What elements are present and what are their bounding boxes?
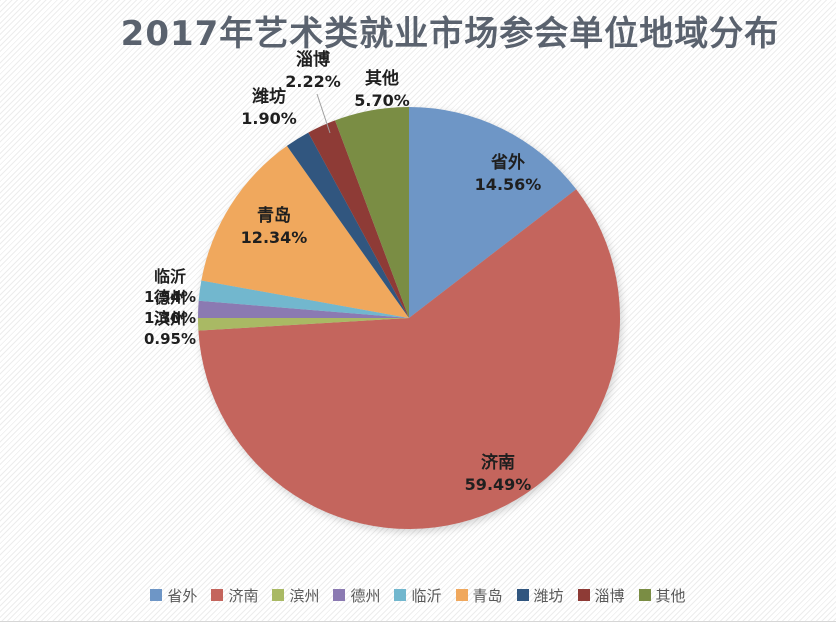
legend-label: 潍坊 xyxy=(533,586,564,605)
legend-item-8: 其他 xyxy=(638,585,686,606)
slice-name: 临沂 xyxy=(153,267,186,286)
slice-percent: 1.30% xyxy=(143,309,197,327)
legend-item-7: 淄博 xyxy=(577,585,625,606)
pie-slices xyxy=(198,107,621,530)
slice-name: 省外 xyxy=(491,153,525,173)
slice-label-zibo: 淄博 2.22% xyxy=(263,50,363,92)
legend-item-6: 潍坊 xyxy=(516,585,564,606)
legend-label: 临沂 xyxy=(411,586,442,605)
slice-name: 潍坊 xyxy=(252,87,286,107)
legend-label: 其他 xyxy=(655,586,686,605)
legend: 省外 济南 滨州 德州 临沂 青岛 潍坊 淄博 其他 xyxy=(0,582,836,608)
legend-label: 济南 xyxy=(228,586,259,605)
slice-percent: 0.95% xyxy=(143,330,197,348)
slice-label-weifang: 潍坊 1.90% xyxy=(219,87,319,129)
slice-percent: 2.22% xyxy=(285,72,341,91)
slice-label-binzhou: 滨州 0.95% xyxy=(140,309,200,349)
legend-item-2: 滨州 xyxy=(272,585,319,606)
slice-name: 德州 xyxy=(153,288,186,307)
legend-label: 滨州 xyxy=(289,586,320,605)
pie-slice-4 xyxy=(198,280,409,318)
slice-name: 淄博 xyxy=(296,50,330,70)
legend-swatch-icon xyxy=(455,589,468,601)
slice-label-shengwai: 省外 14.56% xyxy=(458,153,558,195)
legend-swatch-icon xyxy=(577,589,590,601)
legend-label: 德州 xyxy=(350,586,381,605)
leader-line-zibo xyxy=(316,93,331,134)
legend-swatch-icon xyxy=(516,589,529,601)
pie-slice-3 xyxy=(198,300,409,318)
pie-slice-6 xyxy=(286,132,409,318)
legend-swatch-icon xyxy=(150,589,163,601)
legend-label: 青岛 xyxy=(472,586,503,605)
slice-label-linyi: 临沂 1.54% xyxy=(141,267,199,307)
bottom-divider xyxy=(0,621,836,631)
slice-name: 青岛 xyxy=(257,206,291,226)
slice-label-qita: 其他 5.70% xyxy=(332,69,432,111)
pie-slice-1 xyxy=(198,189,621,530)
slice-name: 其他 xyxy=(365,69,399,89)
legend-item-4: 临沂 xyxy=(394,585,442,606)
slice-percent: 12.34% xyxy=(240,228,308,247)
slice-percent: 59.49% xyxy=(464,475,532,494)
slice-percent: 5.70% xyxy=(354,91,410,110)
legend-item-3: 德州 xyxy=(333,585,380,606)
chart-title: 2017年艺术类就业市场参会单位地域分布 xyxy=(120,14,780,54)
legend-swatch-icon xyxy=(333,589,346,601)
slice-label-dezhou: 德州 1.30% xyxy=(141,288,199,328)
slice-name: 济南 xyxy=(481,453,515,473)
legend-item-1: 济南 xyxy=(211,585,258,606)
legend-item-0: 省外 xyxy=(150,585,197,606)
legend-item-5: 青岛 xyxy=(455,585,503,606)
legend-label: 淄博 xyxy=(594,586,625,605)
pie-slice-7 xyxy=(308,120,409,318)
legend-label: 省外 xyxy=(167,586,198,605)
slice-percent: 14.56% xyxy=(474,175,542,194)
slice-name: 滨州 xyxy=(153,309,186,328)
legend-swatch-icon xyxy=(211,589,224,601)
pie-slice-0 xyxy=(409,107,577,318)
legend-swatch-icon xyxy=(272,589,285,601)
slice-percent: 1.90% xyxy=(241,109,297,128)
slice-label-jinan: 济南 59.49% xyxy=(448,453,548,495)
pie-slice-8 xyxy=(335,107,409,318)
slice-label-qingdao: 青岛 12.34% xyxy=(224,206,324,248)
slice-percent: 1.54% xyxy=(143,288,197,306)
pie-slice-2 xyxy=(198,318,409,331)
pie-slice-5 xyxy=(201,145,409,318)
legend-swatch-icon xyxy=(394,589,407,601)
legend-swatch-icon xyxy=(638,589,651,601)
